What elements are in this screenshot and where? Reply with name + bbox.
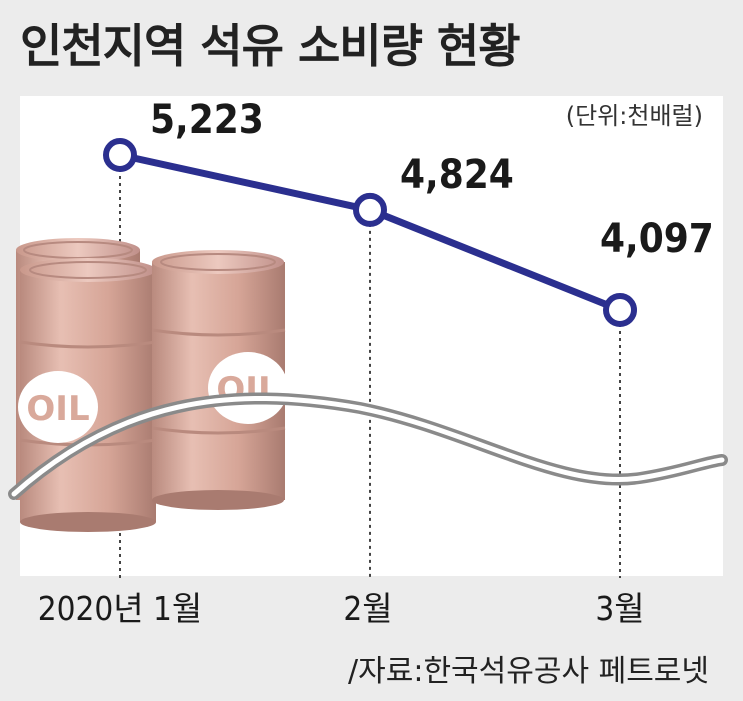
x-tick-label: 3월	[595, 589, 644, 628]
consumption-series: 5,223 4,824 4,097	[103, 97, 714, 327]
pipeline-wave	[8, 392, 728, 500]
oil-barrel-right: OIL	[151, 250, 288, 510]
data-point	[603, 293, 637, 327]
unit-label: (단위:천배럴)	[565, 102, 703, 130]
source-note: /자료:한국석유공사 페트로넷	[348, 654, 709, 689]
x-tick-label: 2월	[343, 589, 392, 628]
data-label: 5,223	[150, 97, 264, 143]
data-point	[103, 138, 137, 172]
data-label: 4,097	[600, 216, 714, 262]
data-point	[353, 192, 387, 227]
x-tick-label: 2020년 1월	[38, 589, 203, 628]
oil-barrel-left: OIL	[18, 258, 157, 532]
x-axis-labels: 2020년 1월 2월 3월	[38, 589, 645, 628]
data-label: 4,824	[400, 152, 514, 198]
oil-barrels-illustration: OIL OIL	[16, 238, 288, 532]
barrel-label: OIL	[26, 389, 89, 429]
chart-title: 인천지역 석유 소비량 현황	[20, 19, 521, 73]
